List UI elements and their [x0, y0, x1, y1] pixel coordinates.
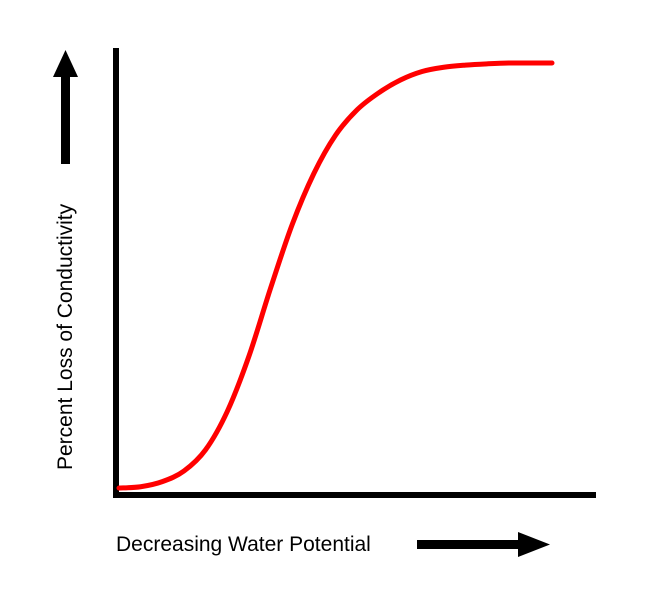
x-axis-label: Decreasing Water Potential: [116, 533, 371, 556]
series-line: [116, 60, 555, 491]
y-axis-arrow-icon: [53, 50, 78, 164]
x-axis-arrow-icon: [417, 532, 550, 557]
y-axis-label: Percent Loss of Conductivity: [54, 203, 77, 470]
